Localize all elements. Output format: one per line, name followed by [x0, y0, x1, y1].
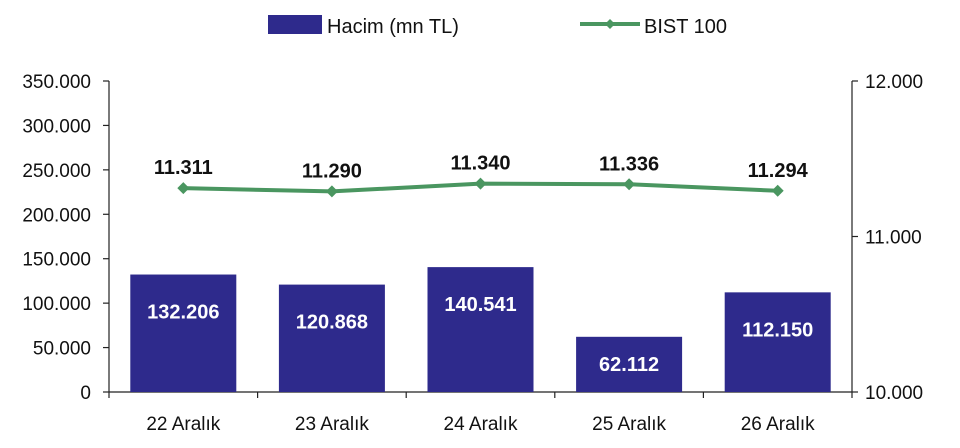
line-value-label: 11.294 [748, 160, 809, 182]
x-tick-label: 26 Aralık [741, 414, 815, 435]
bar-value-label: 112.150 [742, 319, 813, 341]
axes: 0 50.000 100.000 150.000 200.000 250.000 300.0… [22, 72, 923, 435]
legend-marker-bist100 [605, 19, 615, 29]
line-marker-bist100 [771, 184, 784, 197]
bar-value-label: 62.112 [599, 354, 659, 376]
left-tick-label: 250.000 [22, 161, 91, 182]
left-tick-label: 300.000 [22, 116, 91, 137]
left-tick-label: 100.000 [22, 294, 91, 315]
bar-volume [427, 267, 534, 392]
legend-label-volume: Hacim (mn TL) [327, 16, 459, 38]
x-tick-label: 22 Aralık [146, 414, 220, 435]
x-tick-label: 23 Aralık [295, 414, 369, 435]
left-tick-label: 0 [80, 383, 91, 404]
bar-volume [130, 274, 237, 392]
data-labels: 132.206 120.868 140.541 62.112 112.150 11.311… [147, 153, 813, 376]
bars [130, 267, 831, 392]
bar-value-label: 132.206 [147, 302, 219, 324]
bar-volume [576, 336, 683, 392]
bar-value-label: 140.541 [444, 294, 516, 316]
line-marker-bist100 [474, 177, 487, 190]
left-tick-label: 150.000 [22, 250, 91, 271]
bar-volume [724, 292, 831, 392]
left-tick-label: 200.000 [22, 205, 91, 226]
line-marker-bist100 [177, 182, 190, 195]
right-tick-label: 10.000 [865, 383, 923, 404]
bar-value-label: 120.868 [296, 312, 368, 334]
left-tick-label: 50.000 [33, 339, 91, 360]
line-value-label: 11.336 [599, 153, 659, 175]
right-tick-label: 11.000 [865, 228, 922, 249]
line-marker-bist100 [623, 178, 636, 191]
right-tick-label: 12.000 [865, 72, 923, 93]
line-value-label: 11.340 [450, 153, 510, 175]
line-marker-bist100 [325, 185, 338, 198]
line-series [177, 177, 784, 198]
left-tick-label: 350.000 [22, 72, 91, 93]
legend-swatch-volume [268, 15, 322, 34]
x-tick-label: 25 Aralık [592, 414, 666, 435]
line-value-label: 11.311 [154, 157, 213, 179]
legend: Hacim (mn TL) BIST 100 [268, 15, 727, 38]
legend-label-bist100: BIST 100 [644, 16, 727, 38]
bar-volume [278, 284, 385, 392]
line-value-label: 11.290 [302, 160, 362, 182]
x-tick-label: 24 Aralık [444, 414, 518, 435]
